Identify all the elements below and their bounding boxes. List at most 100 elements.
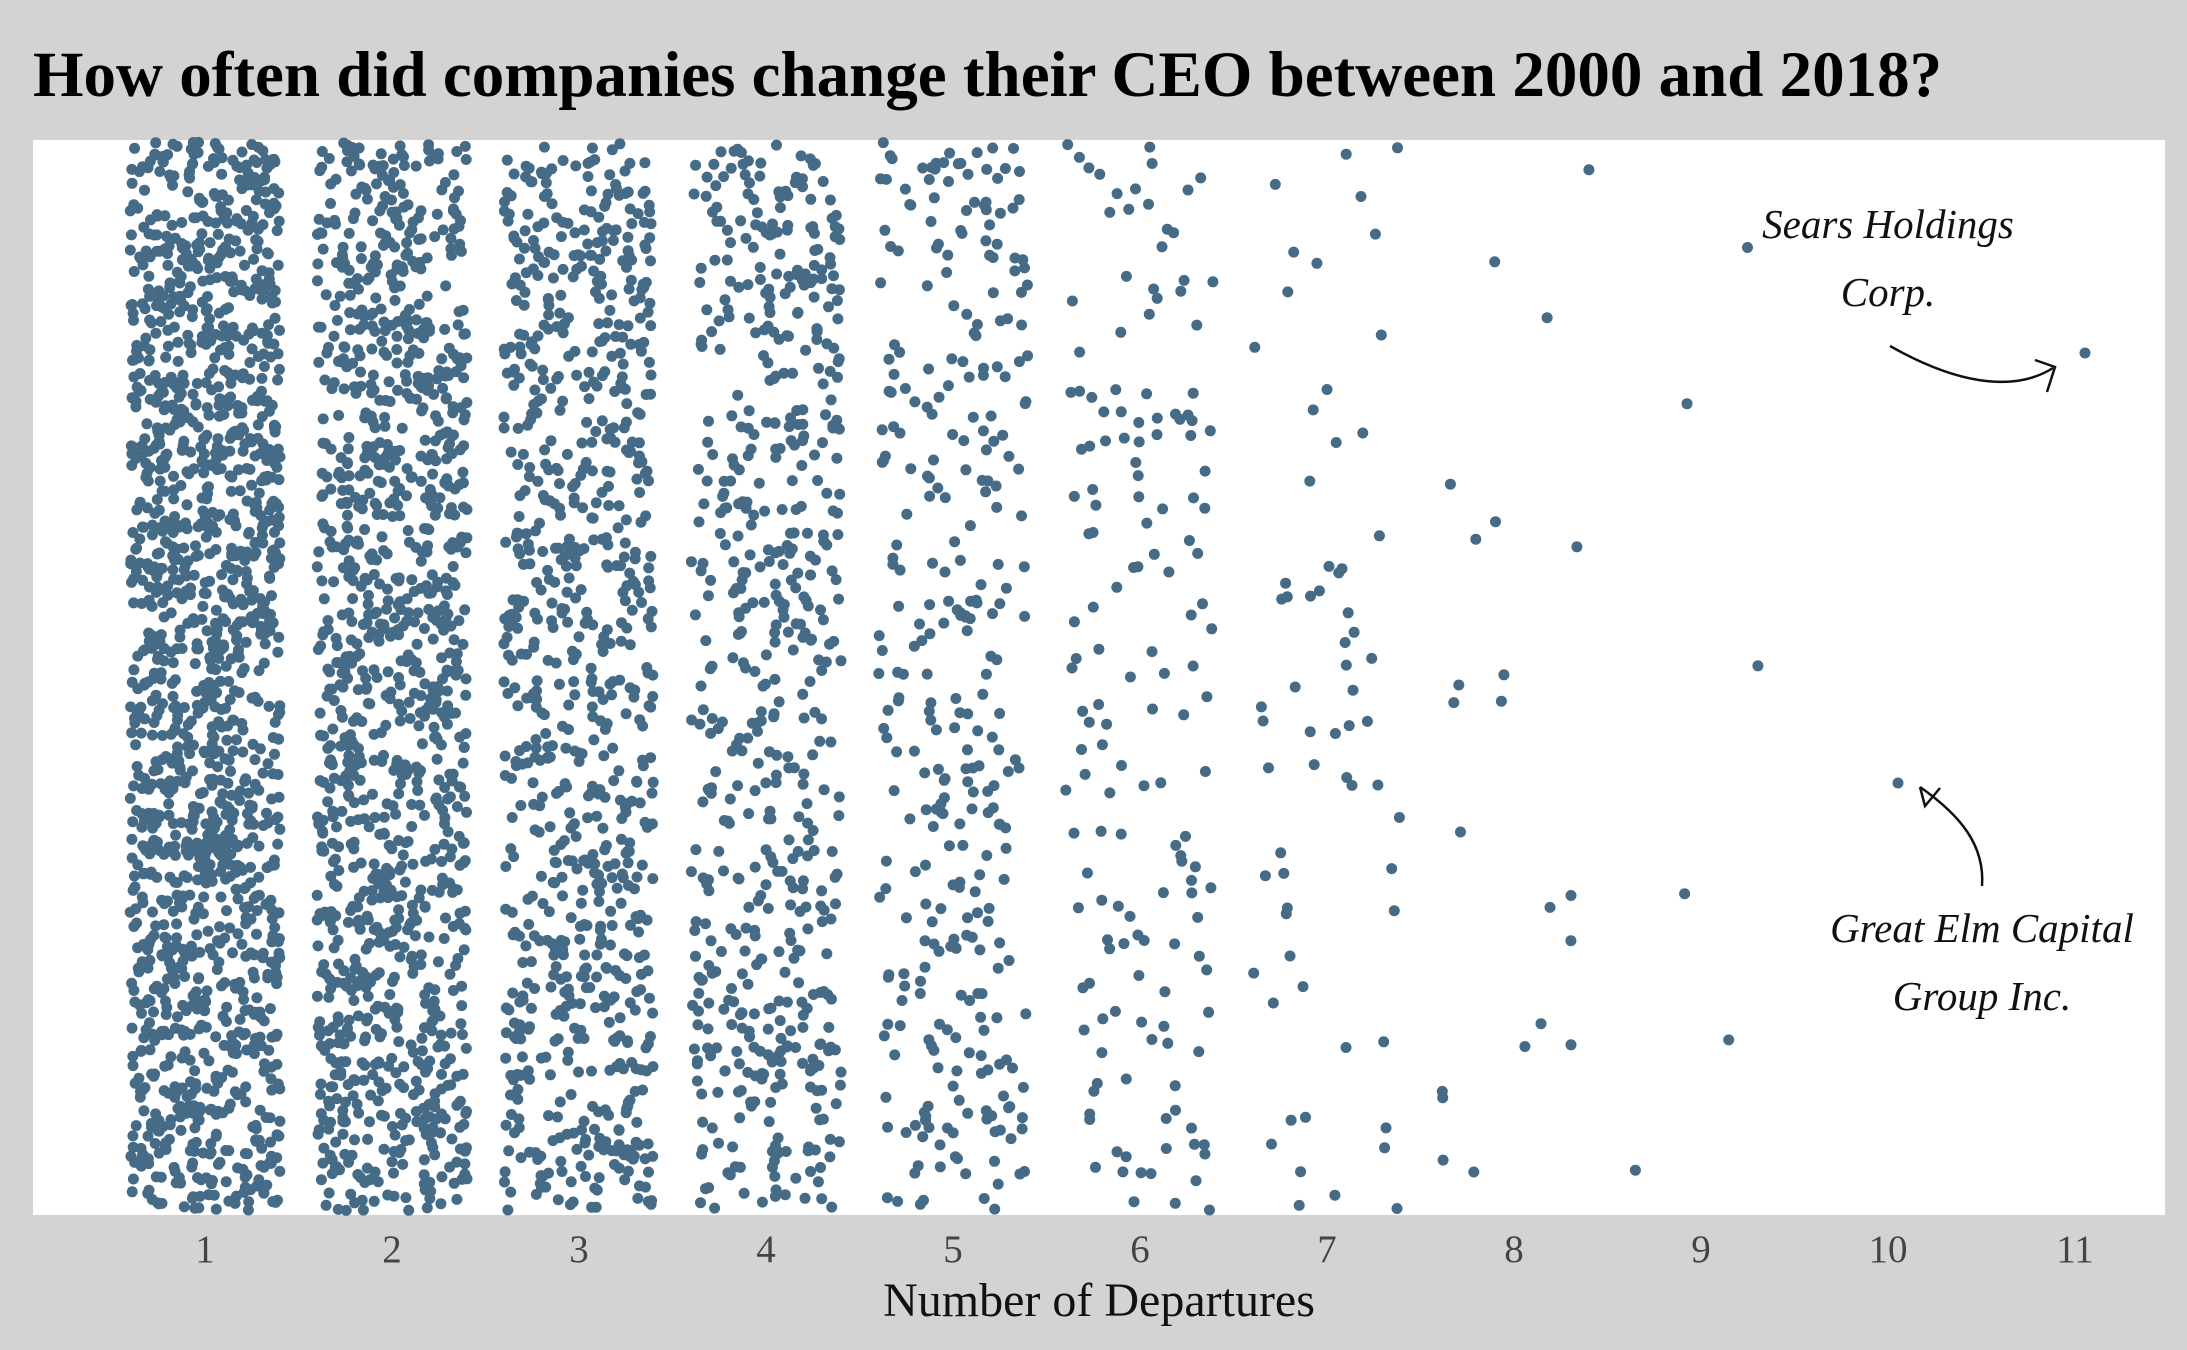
data-point xyxy=(271,1152,283,1164)
data-point xyxy=(150,149,162,161)
data-point xyxy=(340,1096,351,1108)
data-point xyxy=(505,446,517,458)
data-point xyxy=(328,576,340,588)
data-point xyxy=(1197,598,1208,610)
data-point xyxy=(448,429,459,441)
data-point xyxy=(167,541,179,553)
data-point xyxy=(506,812,518,823)
data-point xyxy=(774,443,786,454)
data-point xyxy=(442,826,454,838)
data-point xyxy=(201,303,213,315)
x-tick-label: 11 xyxy=(2056,1228,2094,1271)
data-point xyxy=(826,565,838,577)
data-point xyxy=(387,976,398,987)
data-point xyxy=(362,598,374,610)
data-point xyxy=(599,1139,611,1150)
data-point xyxy=(909,396,921,408)
data-point xyxy=(350,387,362,399)
data-point xyxy=(957,356,969,368)
data-point xyxy=(337,252,349,264)
data-point xyxy=(187,1138,199,1150)
data-point xyxy=(825,736,837,748)
data-point xyxy=(372,1176,384,1188)
data-point xyxy=(337,484,349,496)
data-point xyxy=(607,676,619,688)
data-point xyxy=(1278,867,1290,879)
data-point xyxy=(458,742,470,753)
data-point xyxy=(178,946,190,958)
annotation-label: Corp. xyxy=(1841,269,1936,315)
data-point xyxy=(355,857,367,869)
data-point xyxy=(403,1204,415,1216)
data-point xyxy=(1565,1039,1577,1051)
data-point xyxy=(899,980,911,992)
data-point xyxy=(218,1039,230,1051)
data-point xyxy=(901,508,913,520)
data-point xyxy=(1146,158,1158,169)
data-point xyxy=(835,1066,847,1078)
data-point xyxy=(608,422,620,434)
data-point xyxy=(263,700,275,712)
data-point xyxy=(258,348,269,360)
data-point xyxy=(758,596,770,608)
data-point xyxy=(526,692,538,704)
data-point xyxy=(719,294,731,306)
data-point xyxy=(210,1130,222,1142)
data-point xyxy=(637,760,649,772)
data-point xyxy=(461,397,473,408)
data-point xyxy=(191,638,203,650)
data-point xyxy=(611,882,623,894)
data-point xyxy=(949,536,961,548)
data-point xyxy=(325,870,337,882)
data-point xyxy=(458,1118,470,1130)
data-point xyxy=(230,520,242,532)
data-point xyxy=(135,1142,147,1154)
data-point xyxy=(630,911,642,923)
data-point xyxy=(507,613,519,625)
chart-title: How often did companies change their CEO… xyxy=(33,39,1943,111)
data-point xyxy=(274,1165,286,1177)
data-point xyxy=(790,1172,802,1184)
data-point xyxy=(1130,457,1142,468)
data-point xyxy=(1519,1041,1531,1052)
data-point xyxy=(512,1084,524,1095)
data-point xyxy=(643,1166,654,1178)
data-point xyxy=(1490,516,1501,528)
data-point xyxy=(570,592,582,604)
data-point xyxy=(816,916,828,928)
data-point xyxy=(165,371,177,383)
data-point xyxy=(756,1068,768,1079)
data-point xyxy=(390,573,402,584)
data-point xyxy=(613,500,625,512)
data-point xyxy=(259,638,271,650)
data-point xyxy=(330,218,341,230)
data-point xyxy=(222,801,233,813)
data-point xyxy=(557,395,569,407)
data-point xyxy=(1135,1167,1147,1179)
data-point xyxy=(174,277,186,289)
data-point xyxy=(591,237,603,249)
annotation-arrowhead xyxy=(1918,786,1941,809)
data-point xyxy=(770,451,782,463)
data-point xyxy=(216,569,228,581)
data-point xyxy=(148,229,160,241)
data-point xyxy=(441,718,453,730)
data-point xyxy=(1281,591,1293,603)
data-point xyxy=(177,440,189,452)
data-point xyxy=(387,511,399,522)
data-point xyxy=(578,204,590,216)
data-point xyxy=(431,581,443,593)
data-point xyxy=(598,750,610,762)
data-point xyxy=(450,656,462,668)
data-point xyxy=(263,267,275,279)
data-point xyxy=(231,734,242,746)
data-point xyxy=(587,849,599,860)
data-point xyxy=(407,858,419,870)
data-point xyxy=(1000,822,1012,834)
data-point xyxy=(187,388,199,400)
data-point xyxy=(781,996,793,1008)
data-point xyxy=(144,628,155,640)
data-point xyxy=(561,971,572,983)
data-point xyxy=(250,1119,262,1131)
data-point xyxy=(415,555,427,567)
